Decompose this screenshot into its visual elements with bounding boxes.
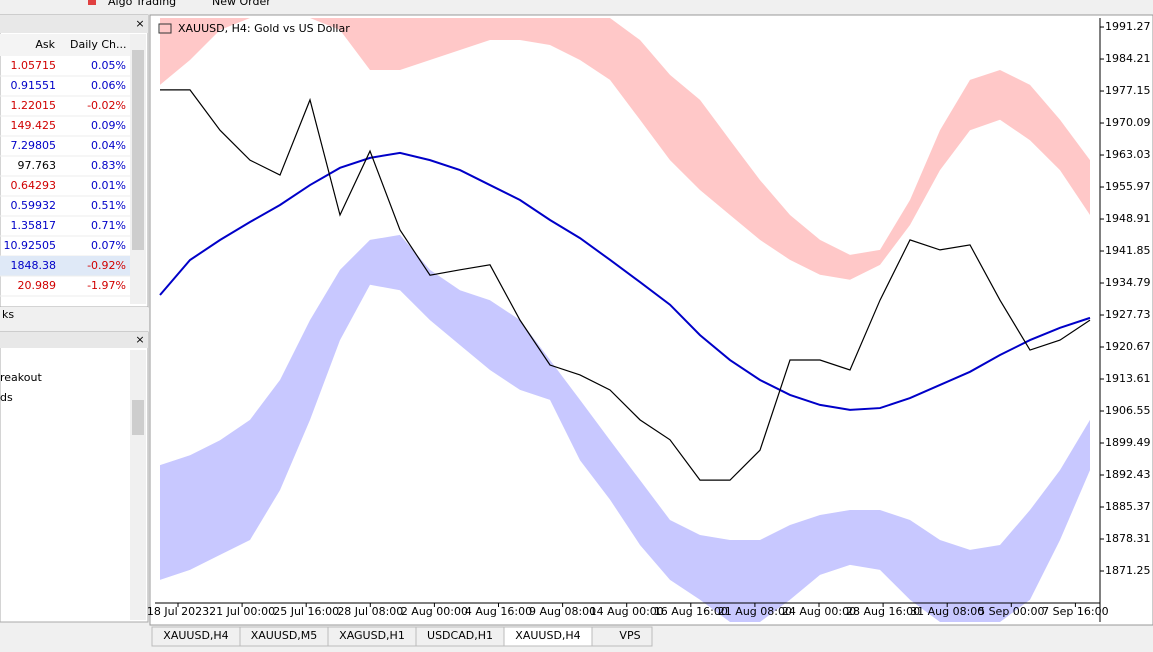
- x-tick-label: 21 Aug 08:00: [718, 605, 792, 618]
- y-tick-label: 1948.91: [1105, 212, 1151, 225]
- tab-label[interactable]: USDCAD,H1: [427, 629, 493, 642]
- daily-change: 0.06%: [91, 79, 126, 92]
- ask: 0.91551: [11, 79, 57, 92]
- daily-change: -1.97%: [87, 279, 126, 292]
- y-tick-label: 1941.85: [1105, 244, 1151, 257]
- panel-header: [0, 15, 148, 33]
- daily-change: 0.01%: [91, 179, 126, 192]
- panel-tab[interactable]: ks: [2, 308, 14, 321]
- algo-icon: [88, 0, 96, 5]
- x-tick-label: 5 Sep 00:00: [978, 605, 1044, 618]
- tab-label[interactable]: XAUUSD,M5: [251, 629, 318, 642]
- selected-row: [0, 256, 130, 276]
- daily-change: -0.02%: [87, 99, 126, 112]
- y-tick-label: 1885.37: [1105, 500, 1151, 513]
- scroll-thumb[interactable]: [132, 50, 144, 250]
- daily-change: 0.04%: [91, 139, 126, 152]
- x-tick-label: 28 Aug 16:00: [846, 605, 920, 618]
- tab-strip: [0, 307, 148, 327]
- y-tick-label: 1878.31: [1105, 532, 1151, 545]
- y-tick-label: 1920.67: [1105, 340, 1151, 353]
- x-tick-label: 9 Aug 08:00: [529, 605, 596, 618]
- y-tick-label: 1913.61: [1105, 372, 1151, 385]
- y-tick-label: 1934.79: [1105, 276, 1151, 289]
- daily-change: -0.92%: [87, 259, 126, 272]
- y-tick-label: 1977.15: [1105, 84, 1151, 97]
- x-tick-label: 14 Aug 00:00: [590, 605, 664, 618]
- x-tick-label: 21 Jul 00:00: [209, 605, 275, 618]
- ask: 0.59932: [11, 199, 57, 212]
- toolbar: [0, 0, 1153, 14]
- navigator-item[interactable]: reakout: [0, 371, 42, 384]
- column-change[interactable]: Daily Ch...: [70, 38, 126, 51]
- daily-change: 0.83%: [91, 159, 126, 172]
- y-tick-label: 1899.49: [1105, 436, 1151, 449]
- x-tick-label: 2 Aug 00:00: [401, 605, 468, 618]
- panel-header: [0, 332, 148, 348]
- ask: 1.35817: [11, 219, 57, 232]
- ask: 1.05715: [11, 59, 57, 72]
- ask: 0.64293: [11, 179, 57, 192]
- tabs: XAUUSD,H4 XAUUSD,M5 XAGUSD,H1 USDCAD,H1 XAUU…: [151, 626, 653, 647]
- ask: 1.22015: [11, 99, 57, 112]
- daily-change: 0.09%: [91, 119, 126, 132]
- x-tick-label: 4 Aug 16:00: [465, 605, 532, 618]
- x-tick-label: 28 Jul 08:00: [337, 605, 403, 618]
- toolbar-item[interactable]: Algo Trading: [108, 0, 176, 8]
- tab-label[interactable]: VPS: [619, 629, 640, 642]
- x-tick-label: 31 Aug 08:00: [910, 605, 984, 618]
- price-line: [160, 89, 1091, 481]
- daily-change: 0.05%: [91, 59, 126, 72]
- tab-label[interactable]: XAUUSD,H4: [163, 629, 228, 642]
- scrollbar[interactable]: [130, 350, 146, 620]
- y-tick-label: 1871.25: [1105, 564, 1151, 577]
- ask: 97.763: [18, 159, 57, 172]
- close-button[interactable]: ×: [135, 17, 144, 30]
- ask: 7.29805: [11, 139, 57, 152]
- x-tick-label: 7 Sep 16:00: [1042, 605, 1108, 618]
- close-button[interactable]: ×: [135, 333, 144, 346]
- column-header: [0, 34, 130, 56]
- ask: 149.425: [11, 119, 57, 132]
- x-tick-label: 16 Aug 16:00: [654, 605, 728, 618]
- ask: 20.989: [18, 279, 57, 292]
- y-tick-label: 1906.55: [1105, 404, 1151, 417]
- y-tick-label: 1955.97: [1105, 180, 1151, 193]
- plot: [159, 18, 1091, 622]
- navigator-item[interactable]: ds: [0, 391, 13, 404]
- band: [160, 234, 1090, 622]
- column-ask[interactable]: Ask: [35, 38, 55, 51]
- y-tick-label: 1991.27: [1105, 20, 1151, 33]
- x-tick-label: 18 Jul 2023: [147, 605, 209, 618]
- y-tick-label: 1963.03: [1105, 148, 1151, 161]
- tab[interactable]: [591, 626, 653, 647]
- x-tick-label: 24 Aug 00:00: [782, 605, 856, 618]
- tab-label[interactable]: XAGUSD,H1: [339, 629, 405, 642]
- daily-change: 0.71%: [91, 219, 126, 232]
- daily-change: 0.51%: [91, 199, 126, 212]
- y-tick-label: 1970.09: [1105, 116, 1151, 129]
- scroll-thumb[interactable]: [132, 400, 144, 435]
- tab-label[interactable]: XAUUSD,H4: [515, 629, 580, 642]
- ask: 10.92505: [4, 239, 57, 252]
- chart-title: XAUUSD, H4: Gold vs US Dollar: [178, 22, 350, 35]
- x-tick-label: 25 Jul 16:00: [273, 605, 339, 618]
- moving-average: [159, 151, 1091, 411]
- toolbar-item[interactable]: New Order: [212, 0, 271, 8]
- daily-change: 0.07%: [91, 239, 126, 252]
- rows: 1.05715 0.05% 0.91551 0.06% 1.22015 -0.02% 149…: [0, 59, 130, 297]
- ask: 1848.38: [11, 259, 57, 272]
- chart-icon: [158, 23, 172, 34]
- y-tick-label: 1892.43: [1105, 468, 1151, 481]
- navigator: [0, 331, 149, 623]
- y-tick-label: 1927.73: [1105, 308, 1151, 321]
- band: [160, 18, 1090, 280]
- y-tick-label: 1984.21: [1105, 52, 1151, 65]
